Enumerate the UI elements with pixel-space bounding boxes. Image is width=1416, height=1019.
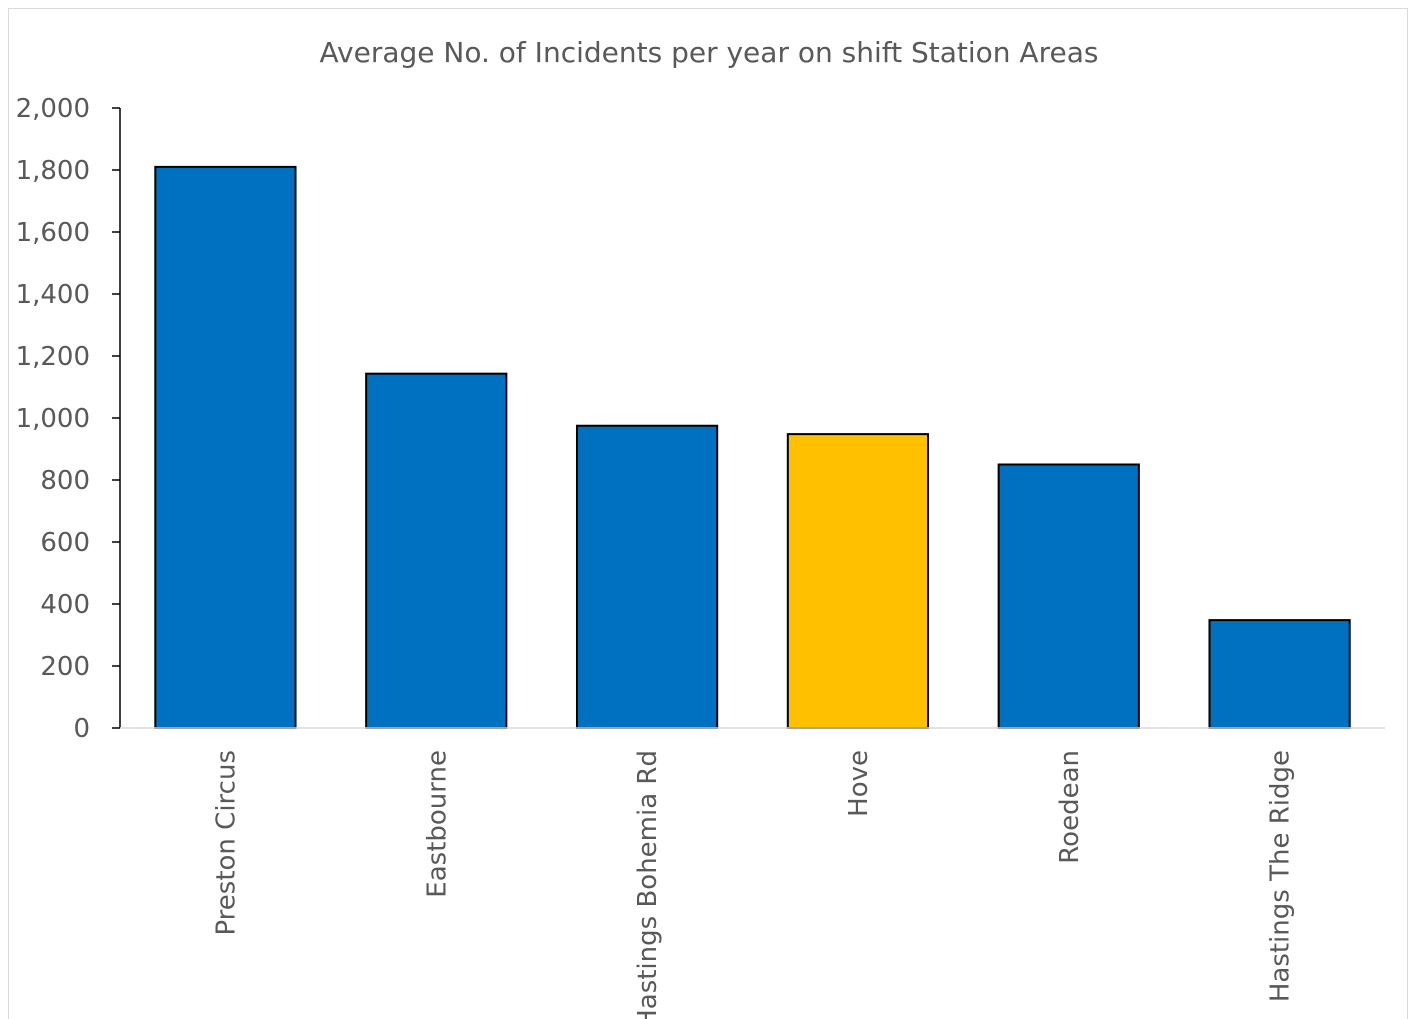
y-axis-ticks: 0 200 400 600 800 1,000 1,200 1,400 1,600 1,800 2,…: [16, 94, 120, 744]
x-category-label: Hastings Bohemia Rd: [633, 750, 663, 1019]
y-tick-label: 1,000: [16, 404, 90, 434]
x-category-label: Hove: [844, 750, 874, 817]
bar-roedean: [997, 463, 1140, 729]
y-tick-label: 1,400: [16, 280, 90, 310]
axes: [119, 108, 1385, 729]
y-tick-label: 800: [40, 466, 90, 496]
y-tick-label: 200: [40, 652, 90, 682]
y-tick-label: 400: [40, 590, 90, 620]
y-tick-label: 600: [40, 528, 90, 558]
x-category-label: Preston Circus: [211, 750, 241, 936]
x-category-label: Roedean: [1055, 750, 1085, 864]
x-category-label: Hastings The Ridge: [1266, 750, 1296, 1002]
y-tick-label: 2,000: [16, 94, 90, 124]
bar-eastbourne: [365, 372, 508, 729]
y-tick-label: 1,600: [16, 218, 90, 248]
bar-hove: [786, 433, 930, 729]
x-category-label: Eastbourne: [422, 750, 452, 898]
bars: [154, 165, 1351, 729]
x-axis-labels: Preston Circus Eastbourne Hastings Bohemia…: [211, 750, 1295, 1019]
y-tick-label: 1,800: [16, 156, 90, 186]
chart-title: Average No. of Incidents per year on shi…: [320, 36, 1099, 69]
bar-preston-circus: [154, 165, 297, 729]
bar-hastings-the-ridge: [1208, 619, 1351, 729]
y-tick-label: 0: [73, 714, 90, 744]
bar-hastings-bohemia-rd: [575, 424, 719, 729]
y-tick-label: 1,200: [16, 342, 90, 372]
